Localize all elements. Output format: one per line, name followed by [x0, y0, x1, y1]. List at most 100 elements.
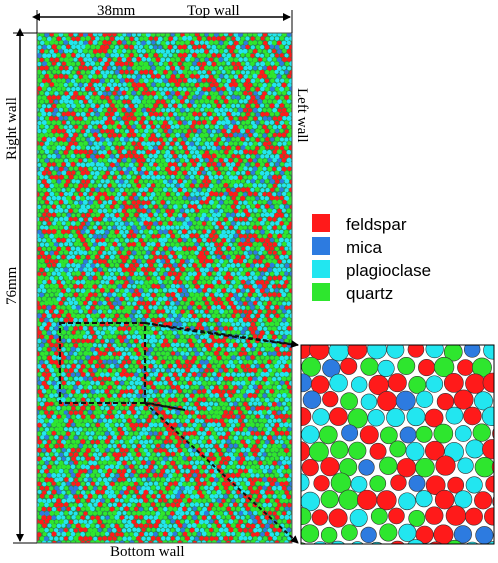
particle — [245, 296, 250, 301]
particle — [112, 359, 118, 365]
particle — [131, 418, 137, 424]
particle — [172, 179, 178, 184]
particle — [83, 317, 88, 322]
particle — [141, 133, 147, 139]
particle — [138, 296, 144, 302]
particle — [201, 221, 207, 226]
particle — [262, 99, 268, 104]
particle — [260, 36, 265, 41]
particle — [192, 61, 197, 66]
particle — [231, 389, 236, 394]
particle — [213, 40, 219, 45]
particle — [257, 149, 263, 155]
particle — [255, 288, 261, 294]
particle — [182, 187, 188, 193]
particle — [272, 393, 277, 398]
particle — [146, 158, 151, 163]
particle — [41, 414, 46, 419]
particle — [190, 91, 195, 96]
particle — [202, 153, 208, 159]
particle — [279, 128, 284, 133]
particle — [180, 317, 186, 323]
particle — [279, 288, 284, 294]
particle — [131, 57, 137, 63]
particle — [146, 351, 151, 357]
particle — [76, 171, 81, 176]
particle — [274, 346, 280, 352]
particle — [46, 313, 52, 319]
particle — [112, 384, 117, 389]
particle — [85, 346, 91, 352]
particle — [160, 49, 165, 54]
particle — [141, 217, 146, 222]
particle — [120, 322, 125, 327]
particle — [269, 414, 275, 419]
particle — [42, 196, 47, 201]
particle — [76, 187, 81, 192]
particle — [151, 225, 156, 230]
particle — [131, 367, 137, 373]
particle — [158, 61, 163, 66]
particle — [156, 116, 161, 121]
particle — [175, 292, 181, 298]
particle — [151, 74, 156, 79]
particle — [97, 191, 103, 197]
particle — [102, 99, 108, 105]
particle — [195, 124, 200, 129]
particle — [112, 166, 117, 171]
particle — [226, 204, 231, 210]
particle — [192, 204, 198, 210]
particle — [197, 44, 202, 49]
particle — [192, 271, 198, 277]
particle — [58, 208, 64, 213]
particle — [250, 288, 256, 293]
particle — [51, 145, 57, 151]
particle — [265, 389, 270, 394]
particle — [177, 162, 182, 167]
particle — [214, 133, 219, 138]
particle — [202, 313, 207, 318]
particle — [150, 359, 156, 365]
particle — [136, 175, 141, 180]
particle — [269, 229, 275, 235]
particle — [228, 275, 234, 280]
particle — [238, 149, 244, 155]
particle — [92, 300, 98, 306]
particle — [161, 251, 166, 256]
particle — [274, 229, 280, 235]
particle — [246, 196, 251, 201]
particle — [71, 103, 76, 109]
particle — [252, 376, 258, 382]
particle — [80, 229, 86, 235]
particle — [192, 305, 197, 310]
particle — [141, 82, 146, 88]
particle — [46, 414, 52, 419]
particle — [92, 57, 98, 62]
particle — [250, 263, 255, 268]
particle — [141, 107, 147, 113]
particle — [230, 162, 236, 167]
particle — [129, 196, 134, 201]
particle — [231, 329, 236, 335]
particle — [124, 355, 130, 360]
particle — [95, 414, 100, 419]
particle — [289, 187, 292, 192]
particle — [153, 296, 158, 302]
particle — [163, 162, 168, 168]
particle — [115, 388, 120, 394]
particle — [184, 124, 190, 129]
particle — [100, 339, 105, 344]
particle — [115, 153, 120, 159]
particle — [257, 107, 262, 113]
particle — [80, 36, 86, 42]
particle — [252, 367, 258, 373]
particle — [114, 36, 120, 41]
particle — [248, 91, 253, 96]
particle — [243, 183, 248, 188]
particle — [264, 212, 270, 218]
particle — [93, 116, 98, 121]
particle — [272, 174, 278, 180]
particle — [204, 157, 210, 163]
particle — [133, 44, 139, 50]
particle — [175, 74, 181, 79]
